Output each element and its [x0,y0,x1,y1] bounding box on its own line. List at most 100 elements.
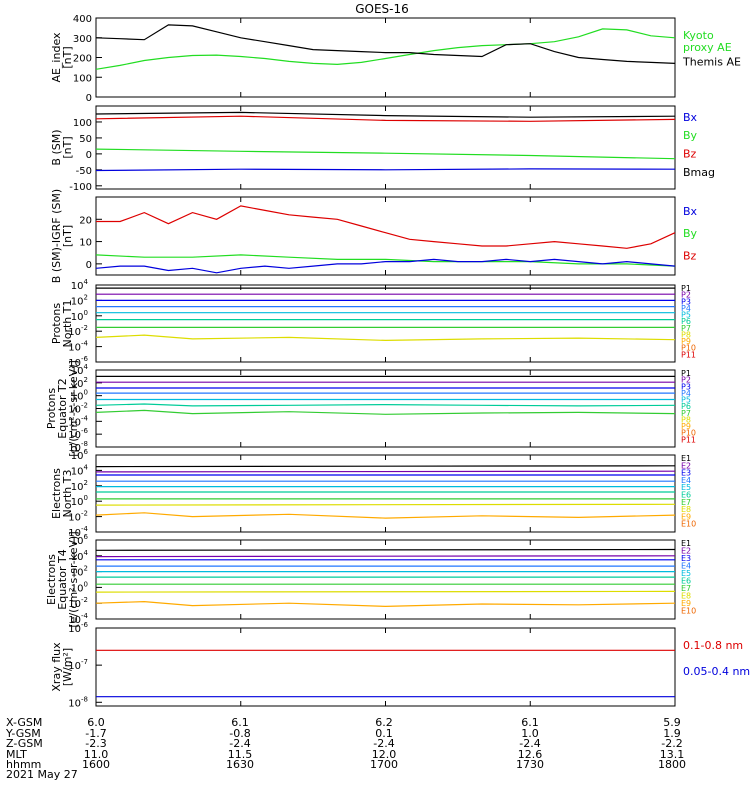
ephemeris-value: 1600 [82,758,110,771]
ephemeris-value: 13.1 [659,747,685,761]
ephemeris-value: 6.2 [375,716,393,729]
ephemeris-value: 11.0 [83,747,109,761]
legend-item: P2 [681,291,691,300]
y-tick-label: 100 [73,73,92,84]
legend-item: P7 [681,324,691,333]
legend-item: E1 [681,539,691,548]
y-axis-label: [nT] [61,46,74,68]
legend-item: P4 [681,389,691,398]
panel-2: -100 -50 0 50 100 B (SM)[nT] Bx By Bz Bmag [50,105,715,193]
legend-item: E9 [681,512,691,521]
legend-item: P5 [681,396,691,405]
legend-item: E3 [681,469,691,478]
legend-item: E4 [681,562,691,571]
legend-item: E8 [681,592,691,601]
legend-item: Themis AE [682,55,741,68]
legend-item: P4 [681,304,691,313]
series-bmag [95,111,676,118]
y-tick-label: 0 [86,260,92,271]
y-tick-label: 20 [79,215,92,226]
y-tick-label: 400 [73,14,92,25]
legend-item: By [683,129,698,142]
legend-item: P3 [681,297,691,306]
series-bz [96,205,676,249]
series-e2 [95,470,676,473]
figure-title: GOES-16 [355,2,409,16]
ephemeris-value: -0.8 [229,726,251,740]
legend-item: P7 [681,409,691,418]
legend-item: P1 [681,369,691,378]
legend-item: E5 [681,483,691,492]
ephemeris-value: -2.4 [373,737,395,750]
ephemeris-row-label: Y-GSM [6,726,41,740]
legend-item: P6 [681,402,691,411]
y-tick-label: 300 [73,34,92,45]
date-label: 2021 May 27 [6,768,78,781]
y-axis-label: Protons [50,303,63,344]
ephemeris-row-label: X-GSM [6,716,43,729]
legend-item: P10 [681,429,696,438]
legend-item: P6 [681,317,691,326]
legend-item: E3 [681,554,691,563]
y-axis-label: North T3 [61,470,74,518]
legend-item: proxy AE [683,41,732,54]
y-axis-label: B (SM) [50,129,63,165]
legend-item: E10 [681,607,696,616]
legend-item: E5 [681,569,691,578]
ephemeris-value: -2.3 [85,737,107,750]
legend-item: 0.05-0.4 nm [683,665,750,678]
legend-item: E6 [681,577,691,586]
ephemeris-value: -1.7 [85,726,107,740]
legend-item: 0.1-0.8 nm [683,639,743,652]
panel-5: 10-810-610-410-2100102104ProtonsEquator … [45,360,696,457]
legend-item: P10 [681,344,696,353]
ephemeris-row-label: MLT [6,747,27,761]
legend-item: Bmag [683,166,715,179]
legend-item: E2 [681,547,691,556]
ephemeris-row-label: Z-GSM [6,737,43,750]
series-e9 [95,600,676,608]
legend-item: Bz [683,249,697,262]
y-axis-label: Electrons [50,468,63,519]
ephemeris-value: 6.0 [87,716,105,729]
y-tick-label: -100 [69,182,92,193]
ephemeris-value: 11.5 [227,747,253,761]
series-e8 [95,503,676,506]
legend-item: By [683,227,698,240]
legend-item: P11 [681,350,696,359]
legend-item: E6 [681,491,691,500]
series-p7 [95,409,676,415]
legend-item: E2 [681,461,691,470]
ephemeris-value: 12.0 [371,747,397,761]
panel-3: 0 10 20 B (SM)-IGRF (SM)[nT] Bx By Bz [50,189,698,283]
series-by [95,254,676,267]
ephemeris-value: 1700 [370,758,398,771]
legend-item: E8 [681,505,691,514]
legend-item: Bx [683,205,698,218]
ephemeris-value: 1630 [226,758,254,771]
series-p6 [95,403,676,407]
legend-item: P11 [681,435,696,444]
y-axis-label: [e/(cm²-s-sr-keV)] [67,531,80,627]
ephemeris-value: 5.9 [663,716,681,729]
ephemeris-value: 1730 [516,758,544,771]
series-bx [95,258,676,274]
ephemeris-value: 6.1 [521,716,539,729]
y-axis-label: [W/m²] [61,648,74,686]
y-tick-label: 200 [73,54,92,65]
legend-item: E1 [681,454,691,463]
legend-item: Bx [683,111,698,124]
legend-item: P8 [681,330,691,339]
ephemeris-value: 1.9 [663,726,681,740]
series-bx [95,168,676,172]
legend-item: E10 [681,520,696,529]
series-kyoto-proxy-ae [95,28,676,70]
y-axis-label: Electrons [45,554,58,605]
ephemeris-value: 1.0 [521,726,539,740]
y-axis-label: [nT] [61,225,74,247]
series-p8 [95,334,676,342]
